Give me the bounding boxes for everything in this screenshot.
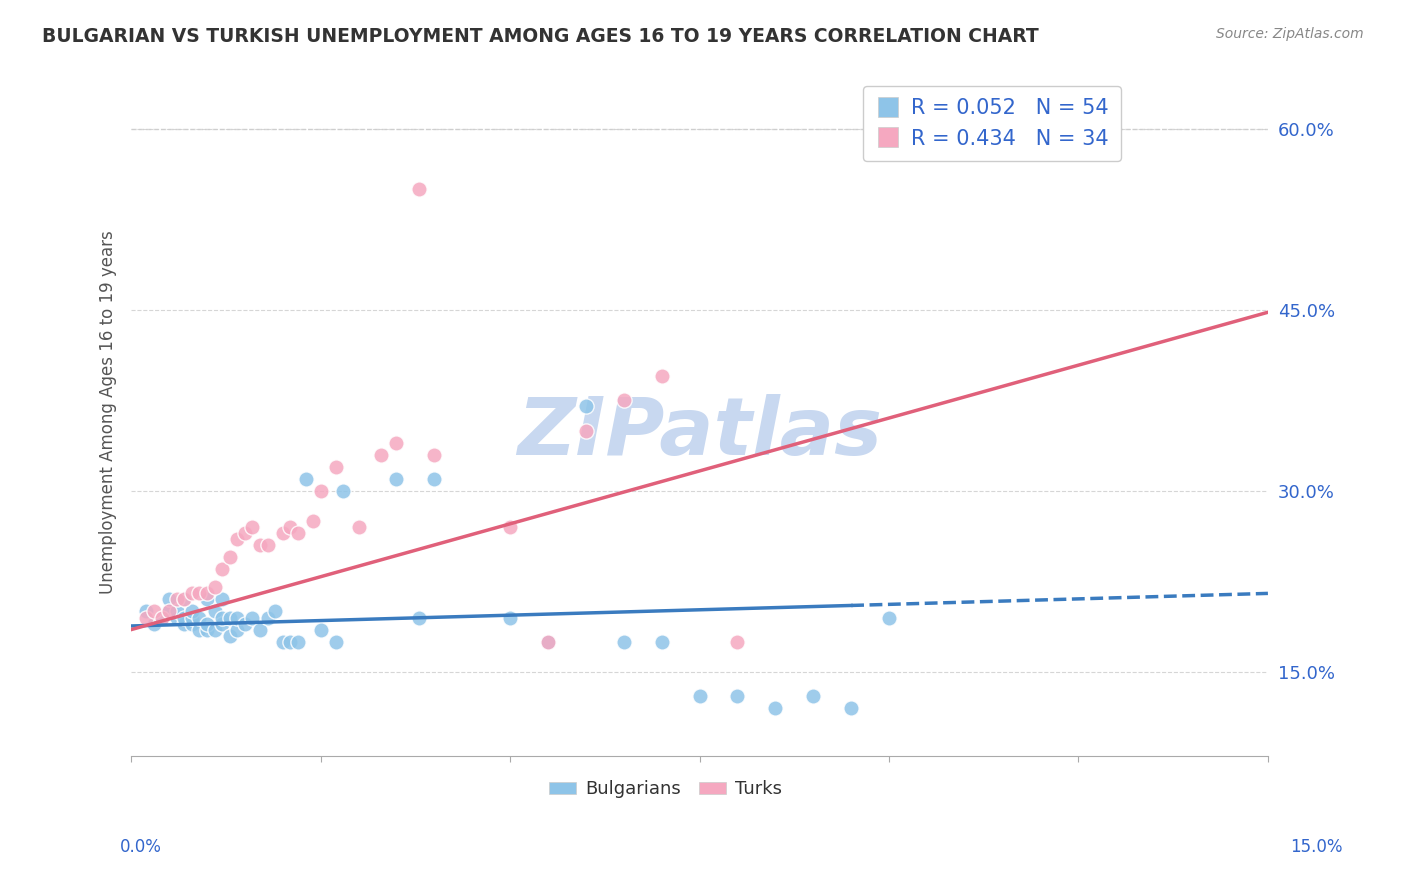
Point [499, 610, 522, 624]
Point [877, 610, 900, 624]
Point [256, 610, 278, 624]
Point [233, 616, 256, 631]
Point [613, 393, 636, 408]
Point [226, 532, 249, 546]
Point [763, 701, 786, 715]
Point [651, 369, 673, 384]
Point [575, 400, 598, 414]
Point [188, 623, 211, 637]
Text: Source: ZipAtlas.com: Source: ZipAtlas.com [1216, 27, 1364, 41]
Point [325, 634, 347, 648]
Point [135, 605, 157, 619]
Point [242, 610, 264, 624]
Point [280, 634, 302, 648]
Point [575, 424, 598, 438]
Point [211, 610, 233, 624]
Point [211, 616, 233, 631]
Point [309, 483, 332, 498]
Y-axis label: Unemployment Among Ages 16 to 19 years: Unemployment Among Ages 16 to 19 years [100, 230, 117, 594]
Point [370, 448, 392, 462]
Point [180, 586, 202, 600]
Point [173, 592, 195, 607]
Point [173, 616, 195, 631]
Point [173, 592, 195, 607]
Point [150, 610, 173, 624]
Point [211, 562, 233, 576]
Point [233, 526, 256, 541]
Point [204, 580, 226, 594]
Point [839, 701, 862, 715]
Point [218, 629, 240, 643]
Legend: Bulgarians, Turks: Bulgarians, Turks [541, 773, 789, 805]
Point [423, 472, 446, 486]
Point [180, 610, 202, 624]
Point [347, 520, 370, 534]
Text: BULGARIAN VS TURKISH UNEMPLOYMENT AMONG AGES 16 TO 19 YEARS CORRELATION CHART: BULGARIAN VS TURKISH UNEMPLOYMENT AMONG … [42, 27, 1039, 45]
Point [180, 605, 202, 619]
Point [613, 634, 636, 648]
Point [204, 623, 226, 637]
Point [727, 634, 749, 648]
Point [157, 605, 180, 619]
Point [150, 610, 173, 624]
Point [166, 605, 188, 619]
Point [408, 610, 430, 624]
Point [423, 448, 446, 462]
Point [143, 605, 166, 619]
Point [727, 689, 749, 703]
Point [195, 623, 218, 637]
Point [157, 592, 180, 607]
Point [157, 605, 180, 619]
Point [537, 634, 560, 648]
Point [166, 610, 188, 624]
Point [226, 610, 249, 624]
Point [249, 538, 271, 552]
Point [499, 520, 522, 534]
Point [271, 634, 294, 648]
Point [271, 526, 294, 541]
Point [287, 526, 309, 541]
Point [249, 623, 271, 637]
Point [173, 610, 195, 624]
Point [302, 514, 325, 528]
Point [651, 634, 673, 648]
Text: 15.0%: 15.0% [1291, 838, 1343, 856]
Point [801, 689, 824, 703]
Point [143, 616, 166, 631]
Point [195, 616, 218, 631]
Point [211, 592, 233, 607]
Point [188, 586, 211, 600]
Point [188, 610, 211, 624]
Point [157, 605, 180, 619]
Point [537, 634, 560, 648]
Point [218, 550, 240, 565]
Point [332, 483, 354, 498]
Point [385, 472, 408, 486]
Point [226, 623, 249, 637]
Point [294, 472, 316, 486]
Text: 0.0%: 0.0% [120, 838, 162, 856]
Point [204, 605, 226, 619]
Point [408, 182, 430, 196]
Point [180, 616, 202, 631]
Point [287, 634, 309, 648]
Point [195, 592, 218, 607]
Text: ZIPatlas: ZIPatlas [517, 394, 882, 472]
Point [385, 435, 408, 450]
Point [242, 520, 264, 534]
Point [325, 459, 347, 474]
Point [280, 520, 302, 534]
Point [264, 605, 287, 619]
Point [309, 623, 332, 637]
Point [135, 610, 157, 624]
Point [195, 586, 218, 600]
Point [218, 610, 240, 624]
Point [256, 538, 278, 552]
Point [166, 592, 188, 607]
Point [689, 689, 711, 703]
